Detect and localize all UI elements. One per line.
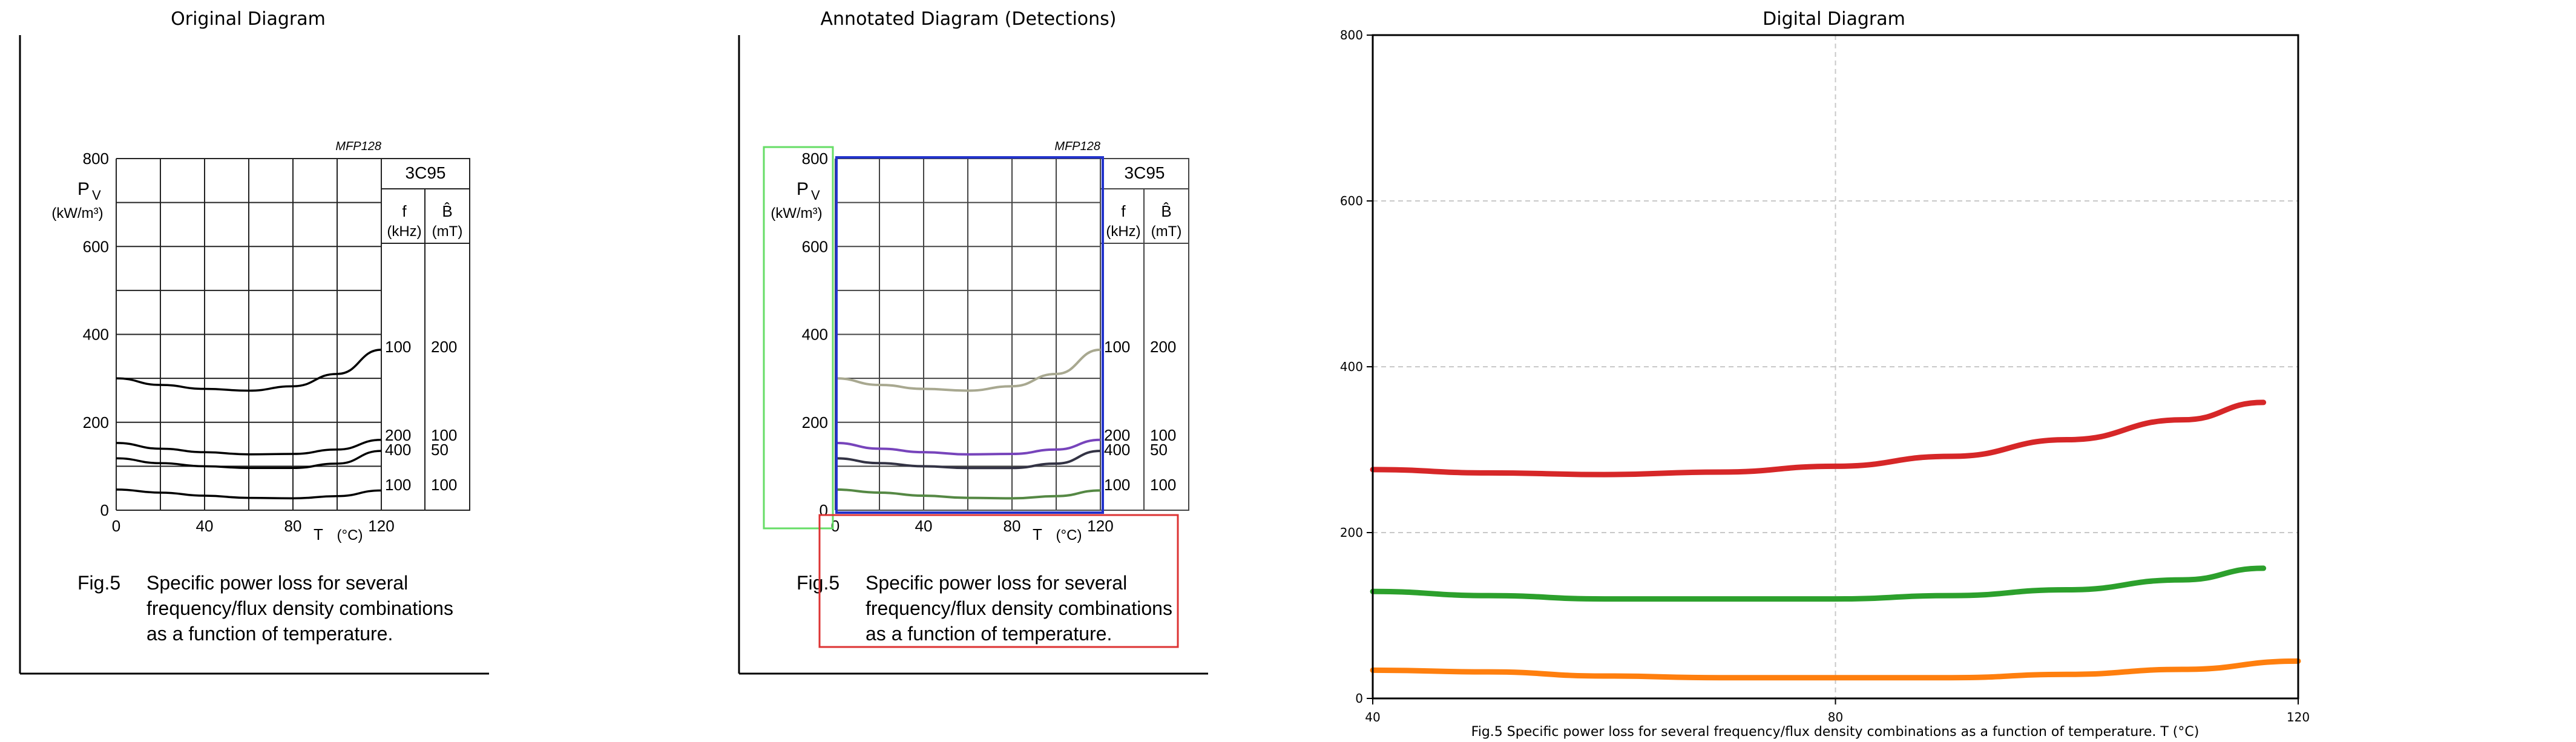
diagram-col-f-label: f [402, 202, 407, 220]
diagram-y-tick-label: 400 [83, 326, 109, 344]
diagram-caption-line: frequency/flux density combinations [866, 597, 1172, 619]
chart-y-tick-label: 600 [1340, 194, 1363, 208]
chart-series-line-2 [1370, 565, 2267, 602]
diagram-y-axis-subscript: V [811, 188, 820, 203]
original-diagram-title: Original Diagram [171, 8, 326, 30]
diagram-y-axis-unit: (kW/m³) [770, 205, 822, 222]
digital-diagram-title: Digital Diagram [1763, 8, 1905, 30]
detection-box-plot-area [835, 156, 1104, 514]
chart-x-tick-label: 120 [2287, 710, 2310, 724]
diagram-table-f-value: 200 [1104, 426, 1130, 444]
diagram-caption-line: Specific power loss for several [146, 572, 408, 594]
diagram-caption-line: as a function of temperature. [146, 623, 393, 645]
diagram-col-b-unit: (mT) [1151, 223, 1182, 240]
diagram-y-tick-label: 600 [83, 237, 109, 255]
chart-x-axis-label: Fig.5 Specific power loss for several fr… [1471, 724, 2200, 740]
curve-f100-b100 [116, 488, 382, 500]
diagram-y-tick-label: 600 [802, 237, 828, 255]
curve-f100-b200 [835, 348, 1101, 392]
curve-f200-b100 [835, 438, 1101, 456]
diagram-x-tick-label: 40 [915, 517, 933, 535]
diagram-table-b-value: 100 [431, 426, 457, 444]
curve-f400-b50 [116, 450, 382, 470]
curve-f100-b100 [835, 488, 1101, 500]
diagram-fig-label: Fig.5 [77, 572, 120, 594]
chart-y-tick-label: 400 [1340, 360, 1363, 374]
diagram-col-b-label: B̂ [1161, 202, 1171, 220]
diagram-col-f-unit: (kHz) [387, 223, 421, 240]
chart-ticks: 40 80 120 0 200 400 600 800 [1340, 28, 2310, 724]
chart-x-tick-label: 40 [1365, 710, 1380, 724]
detection-box-y-axis [763, 146, 834, 530]
diagram-y-tick-label: 0 [100, 501, 109, 519]
diagram-y-tick-label: 0 [820, 501, 828, 519]
diagram-y-tick-label: 200 [83, 413, 109, 432]
diagram-y-tick-label: 200 [802, 413, 828, 432]
diagram-y-tick-label: 800 [83, 149, 109, 168]
diagram-caption-line: frequency/flux density combinations [146, 597, 453, 619]
digital-chart: 40 80 120 0 200 400 600 800 Fig.5 Specific powe… [1340, 28, 2310, 740]
diagram-x-axis-unit: (°C) [337, 527, 363, 543]
diagram-material-label: 3C95 [1125, 163, 1165, 182]
diagram-material-header: MFP128 [1054, 140, 1100, 153]
diagram-table-b-value: 50 [1150, 441, 1168, 459]
diagram-table-b-value: 100 [1150, 476, 1176, 494]
diagram-material-label: 3C95 [406, 163, 446, 182]
diagram-x-tick-label: 40 [196, 517, 214, 535]
chart-series-group [1370, 399, 2301, 681]
curve-f400-b50 [835, 449, 1101, 470]
diagram-caption-line: as a function of temperature. [866, 623, 1112, 645]
diagram-y-axis-unit: (kW/m³) [51, 205, 103, 222]
chart-series-line-3 [1370, 658, 2301, 681]
diagram-col-b-unit: (mT) [432, 223, 463, 240]
diagram-col-b-label: B̂ [442, 202, 452, 220]
diagram-table-f-value: 100 [1104, 338, 1130, 356]
chart-y-tick-label: 0 [1355, 691, 1363, 706]
diagram-fig-label: Fig.5 [797, 572, 840, 594]
detection-box-x-axis-caption [818, 514, 1179, 648]
curve-f100-b200 [116, 349, 382, 392]
chart-y-tick-label: 800 [1340, 28, 1363, 42]
diagram-table-f-value: 200 [385, 426, 411, 444]
diagram-x-tick-label: 80 [1004, 517, 1021, 535]
chart-grid [1373, 35, 2298, 698]
diagram-col-f-label: f [1121, 202, 1126, 220]
diagram-x-axis-symbol: T [314, 525, 323, 543]
diagram-x-tick-label: 0 [112, 517, 120, 535]
diagram-table-b-value: 100 [431, 476, 457, 494]
diagram-x-tick-label: 120 [1087, 517, 1113, 535]
diagram-x-tick-label: 120 [368, 517, 394, 535]
diagram-y-axis-subscript: V [92, 188, 101, 203]
diagram-y-tick-label: 800 [802, 149, 828, 168]
diagram-caption-line: Specific power loss for several [866, 572, 1127, 594]
diagram-table-f-value: 400 [1104, 441, 1130, 459]
diagram-table-f-value: 100 [1104, 476, 1130, 494]
diagram-table-b-value: 200 [431, 338, 457, 356]
chart-y-tick-label: 200 [1340, 525, 1363, 540]
diagram-table-b-value: 50 [431, 441, 448, 459]
diagram-col-f-unit: (kHz) [1106, 223, 1140, 240]
diagram-y-tick-label: 400 [802, 326, 828, 344]
diagram-y-axis-symbol: P [797, 179, 809, 199]
diagram-table-b-value: 200 [1150, 338, 1176, 356]
diagram-x-tick-label: 80 [284, 517, 302, 535]
diagram-x-axis-unit: (°C) [1056, 527, 1082, 543]
diagram-material-header: MFP128 [335, 140, 381, 153]
diagram-table-f-value: 100 [385, 338, 411, 356]
diagram-table-b-value: 100 [1150, 426, 1176, 444]
annotated-diagram-title: Annotated Diagram (Detections) [820, 8, 1117, 30]
diagram-table-f-value: 100 [385, 476, 411, 494]
diagram-table-f-value: 400 [385, 441, 411, 459]
diagram-y-axis-symbol: P [77, 179, 90, 199]
chart-x-tick-label: 80 [1828, 710, 1843, 724]
curve-f200-b100 [116, 439, 382, 456]
chart-series-line-1 [1370, 399, 2267, 478]
diagram-x-axis-symbol: T [1033, 525, 1042, 543]
